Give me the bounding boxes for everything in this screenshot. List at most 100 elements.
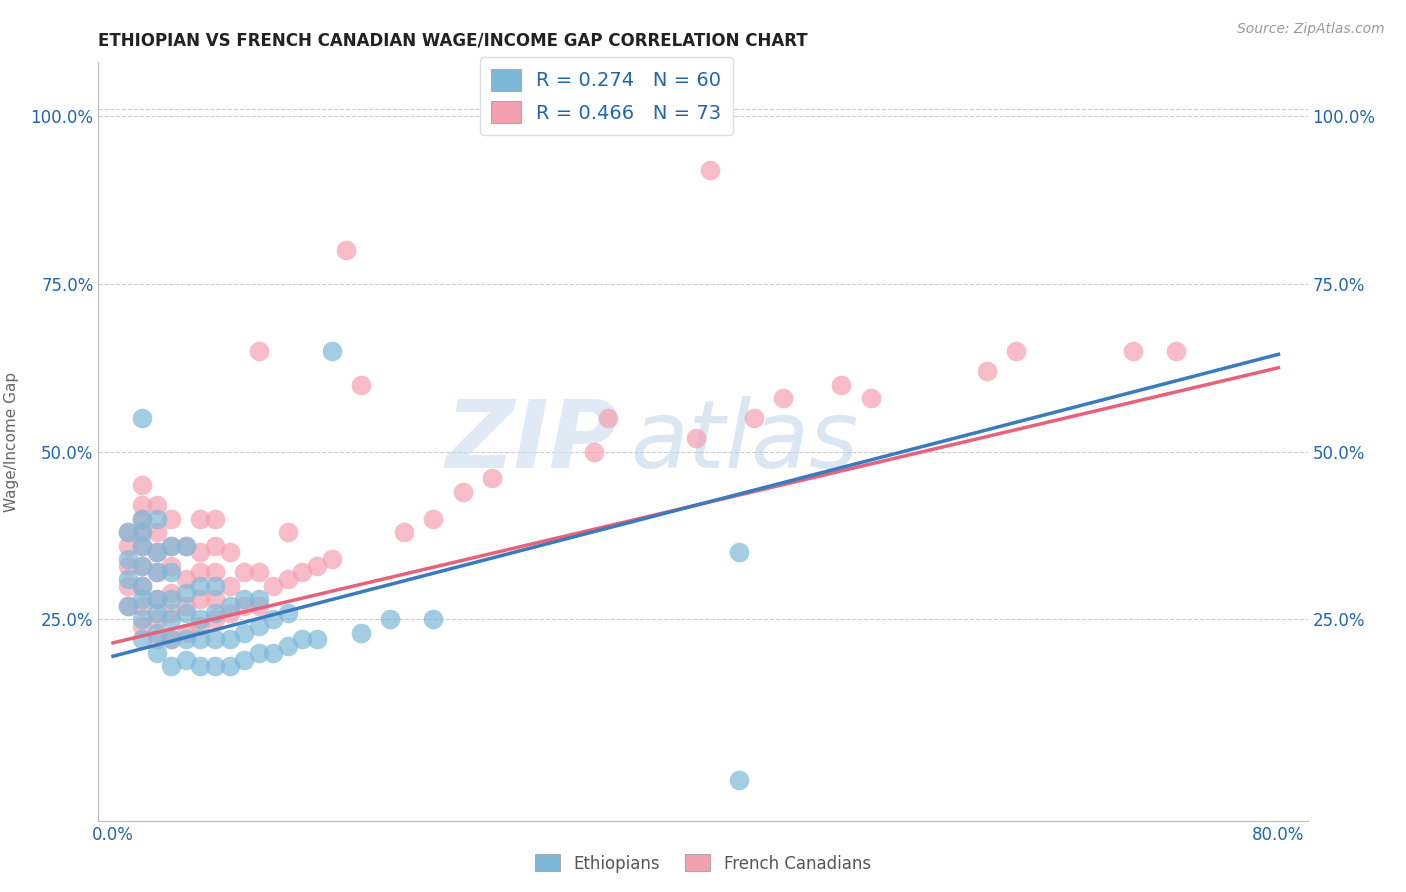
Point — [145, 612, 167, 626]
Point — [160, 592, 183, 607]
Point — [190, 579, 212, 593]
Point — [145, 646, 167, 660]
Point — [204, 659, 226, 673]
Point — [117, 599, 139, 613]
Point — [772, 391, 794, 405]
Point — [394, 525, 416, 540]
Point — [117, 539, 139, 553]
Point — [247, 599, 270, 613]
Point — [190, 659, 212, 673]
Point — [174, 606, 197, 620]
Point — [233, 652, 256, 666]
Point — [117, 525, 139, 540]
Point — [204, 512, 226, 526]
Point — [174, 599, 197, 613]
Point — [728, 773, 751, 788]
Point — [291, 566, 314, 580]
Point — [247, 566, 270, 580]
Point — [830, 377, 852, 392]
Point — [131, 558, 153, 573]
Point — [145, 592, 167, 607]
Point — [131, 525, 153, 540]
Point — [131, 619, 153, 633]
Point — [131, 411, 153, 425]
Point — [262, 579, 284, 593]
Point — [131, 539, 153, 553]
Point — [145, 566, 167, 580]
Point — [160, 512, 183, 526]
Point — [190, 612, 212, 626]
Point — [145, 566, 167, 580]
Point — [131, 612, 153, 626]
Point — [598, 411, 620, 425]
Point — [131, 579, 153, 593]
Point — [174, 652, 197, 666]
Point — [190, 545, 212, 559]
Point — [204, 539, 226, 553]
Point — [277, 572, 299, 586]
Point — [204, 612, 226, 626]
Point — [117, 599, 139, 613]
Point — [350, 377, 373, 392]
Point — [160, 659, 183, 673]
Point — [131, 632, 153, 647]
Point — [145, 545, 167, 559]
Legend: R = 0.274   N = 60, R = 0.466   N = 73: R = 0.274 N = 60, R = 0.466 N = 73 — [479, 57, 733, 135]
Point — [204, 592, 226, 607]
Point — [160, 566, 183, 580]
Point — [204, 566, 226, 580]
Point — [218, 606, 240, 620]
Point — [160, 606, 183, 620]
Point — [233, 599, 256, 613]
Point — [422, 612, 444, 626]
Point — [190, 566, 212, 580]
Point — [145, 632, 167, 647]
Point — [218, 599, 240, 613]
Point — [685, 431, 707, 445]
Point — [305, 558, 328, 573]
Point — [160, 632, 183, 647]
Point — [131, 579, 153, 593]
Point — [1122, 343, 1144, 358]
Point — [145, 498, 167, 512]
Point — [190, 632, 212, 647]
Point — [190, 619, 212, 633]
Point — [160, 612, 183, 626]
Point — [174, 585, 197, 599]
Point — [117, 525, 139, 540]
Point — [160, 539, 183, 553]
Point — [233, 566, 256, 580]
Point — [742, 411, 765, 425]
Point — [174, 539, 197, 553]
Point — [131, 512, 153, 526]
Point — [131, 599, 153, 613]
Point — [728, 545, 751, 559]
Point — [481, 471, 503, 485]
Point — [131, 558, 153, 573]
Text: ETHIOPIAN VS FRENCH CANADIAN WAGE/INCOME GAP CORRELATION CHART: ETHIOPIAN VS FRENCH CANADIAN WAGE/INCOME… — [98, 32, 808, 50]
Point — [160, 539, 183, 553]
Point — [247, 619, 270, 633]
Point — [160, 632, 183, 647]
Y-axis label: Wage/Income Gap: Wage/Income Gap — [4, 371, 20, 512]
Point — [145, 545, 167, 559]
Point — [218, 545, 240, 559]
Point — [335, 244, 357, 258]
Point — [174, 572, 197, 586]
Point — [204, 579, 226, 593]
Point — [145, 592, 167, 607]
Point — [350, 625, 373, 640]
Point — [145, 606, 167, 620]
Point — [247, 343, 270, 358]
Point — [262, 612, 284, 626]
Point — [218, 579, 240, 593]
Text: Source: ZipAtlas.com: Source: ZipAtlas.com — [1237, 22, 1385, 37]
Point — [422, 512, 444, 526]
Point — [277, 606, 299, 620]
Point — [131, 592, 153, 607]
Point — [247, 646, 270, 660]
Point — [321, 552, 343, 566]
Point — [582, 444, 605, 458]
Point — [247, 592, 270, 607]
Point — [233, 592, 256, 607]
